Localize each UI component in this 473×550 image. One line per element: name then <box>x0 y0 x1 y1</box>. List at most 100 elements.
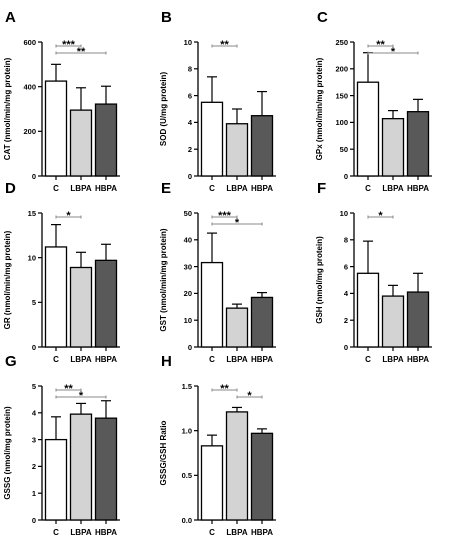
bar-c <box>44 438 68 521</box>
bar-hbpa <box>406 291 430 348</box>
y-tick-label: 50 <box>184 209 192 218</box>
y-tick-label: 8 <box>344 236 348 245</box>
y-axis-label: GSH (nmol/mg protein) <box>315 236 324 324</box>
significance-label: * <box>247 390 252 402</box>
bar-hbpa <box>94 103 118 177</box>
bar-hbpa <box>250 296 274 348</box>
bar-c <box>200 261 224 348</box>
y-tick-label: 150 <box>335 91 348 100</box>
y-tick-label: 4 <box>32 409 37 418</box>
y-tick-label: 10 <box>340 209 348 218</box>
significance-label: * <box>378 210 383 222</box>
bar-lbpa <box>225 411 249 521</box>
x-tick-label: C <box>53 355 59 364</box>
x-tick-label: HBPA <box>251 355 273 364</box>
panel-f: F GSH (nmol/mg protein) 0 2 4 6 8 10 C LBPA HBPA * <box>315 180 432 364</box>
y-tick-label: 10 <box>184 316 192 325</box>
y-tick-label: 4 <box>344 289 349 298</box>
x-tick-label: C <box>365 355 371 364</box>
y-tick-label: 1 <box>32 489 36 498</box>
y-tick-label: 200 <box>23 127 36 136</box>
significance-label: ** <box>376 39 385 51</box>
panel-a: A CAT (nmol/min/mg protein) 0 200 400 600 C LBP… <box>3 9 120 193</box>
y-tick-label: 15 <box>28 209 36 218</box>
y-tick-label: 400 <box>23 82 36 91</box>
y-tick-label: 0 <box>32 516 36 525</box>
panel-letter: B <box>161 9 172 26</box>
bar-lbpa <box>225 307 249 348</box>
panel-letter: E <box>161 180 171 197</box>
y-tick-label: 0 <box>344 172 348 181</box>
significance-label: * <box>79 390 84 402</box>
y-tick-label: 10 <box>28 253 36 262</box>
panel-letter: A <box>5 9 16 26</box>
x-tick-label: C <box>53 528 59 537</box>
y-tick-label: 0 <box>32 172 36 181</box>
y-tick-label: 0.5 <box>182 471 192 480</box>
y-tick-label: 50 <box>340 145 348 154</box>
y-tick-label: 0 <box>188 343 192 352</box>
y-tick-label: 10 <box>184 38 192 47</box>
y-tick-label: 0.0 <box>182 516 192 525</box>
y-tick-label: 20 <box>184 289 192 298</box>
bar-hbpa <box>406 111 430 177</box>
bar-lbpa <box>225 123 249 177</box>
panel-letter: G <box>5 353 17 370</box>
y-axis-label: SOD (U/mg protein) <box>159 72 168 147</box>
x-tick-label: C <box>209 184 215 193</box>
y-tick-label: 0 <box>188 172 192 181</box>
bar-hbpa <box>250 115 274 177</box>
significance-label: ** <box>64 383 73 395</box>
significance-label: ** <box>220 39 229 51</box>
significance-label: * <box>391 46 396 58</box>
bar-c <box>200 445 224 521</box>
panel-letter: D <box>5 180 16 197</box>
bar-lbpa <box>381 117 405 177</box>
x-tick-label: HBPA <box>407 184 429 193</box>
y-tick-label: 3 <box>32 435 36 444</box>
y-tick-label: 8 <box>188 65 192 74</box>
x-tick-label: HBPA <box>407 355 429 364</box>
x-tick-label: C <box>53 184 59 193</box>
panel-letter: C <box>317 9 328 26</box>
y-tick-label: 2 <box>32 462 36 471</box>
y-axis-label: GSSG (nmol/mg protein) <box>3 406 12 500</box>
bar-hbpa <box>94 417 118 521</box>
significance-label: ** <box>220 383 229 395</box>
y-tick-label: 200 <box>335 65 348 74</box>
x-tick-label: LBPA <box>70 355 91 364</box>
y-tick-label: 6 <box>188 91 192 100</box>
y-axis-label: GR (nmol/min/mg protein) <box>3 230 12 329</box>
panel-c: C GPx (nmol/min/mg protein) 0 50 100 150 200 25… <box>315 9 432 193</box>
bar-c <box>356 81 380 177</box>
y-tick-label: 5 <box>32 298 36 307</box>
panel-e: E GST (nmol/min/mg protein) 0 10 20 30 40 50 C LB… <box>159 180 276 364</box>
panel-letter: H <box>161 353 172 370</box>
bar-lbpa <box>69 413 93 521</box>
y-tick-label: 1.0 <box>182 426 192 435</box>
x-tick-label: HBPA <box>95 184 117 193</box>
x-tick-label: HBPA <box>251 528 273 537</box>
y-tick-label: 1.5 <box>182 382 192 391</box>
x-tick-label: LBPA <box>226 528 247 537</box>
x-tick-label: C <box>365 184 371 193</box>
panel-letter: F <box>317 180 326 197</box>
y-tick-label: 40 <box>184 236 192 245</box>
bar-hbpa <box>250 432 274 521</box>
x-tick-label: LBPA <box>226 355 247 364</box>
panel-d: D GR (nmol/min/mg protein) 0 5 10 15 C LBPA HBPA… <box>3 180 120 364</box>
y-tick-label: 250 <box>335 38 348 47</box>
y-axis-label: GST (nmol/min/mg protein) <box>159 228 168 331</box>
x-tick-label: HBPA <box>95 355 117 364</box>
x-tick-label: LBPA <box>70 528 91 537</box>
y-tick-label: 2 <box>188 145 192 154</box>
y-tick-label: 30 <box>184 262 192 271</box>
bar-c <box>44 246 68 348</box>
panel-b: B SOD (U/mg protein) 0 2 4 6 8 10 C LBPA HBPA ** <box>159 9 276 193</box>
y-tick-label: 0 <box>32 343 36 352</box>
bar-lbpa <box>381 295 405 348</box>
bar-c <box>356 272 380 348</box>
y-axis-label: GPx (nmol/min/mg protein) <box>315 57 324 160</box>
significance-label: ** <box>77 46 86 58</box>
